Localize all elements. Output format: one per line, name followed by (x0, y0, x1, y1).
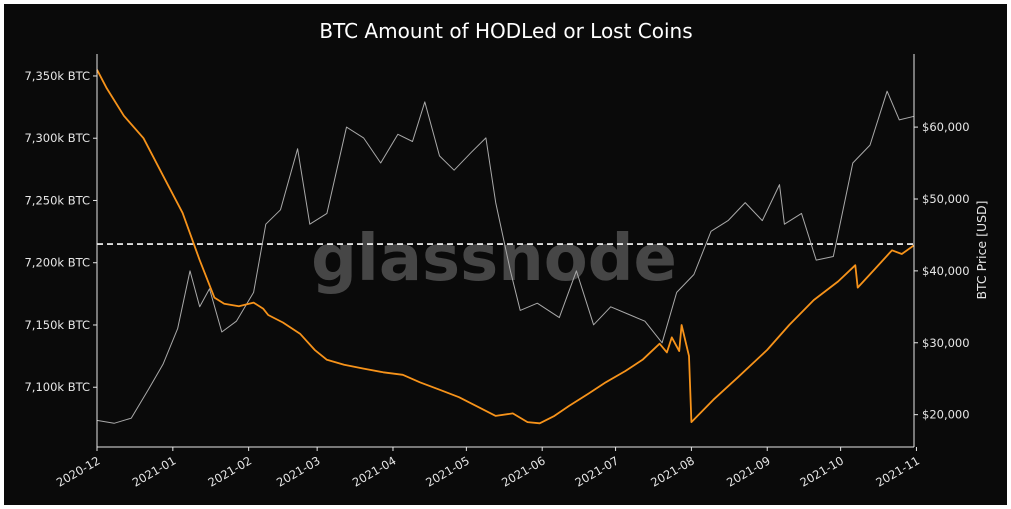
x-tick-label: 2021-01 (130, 453, 179, 489)
right-y-tick-label: $60,000 (922, 120, 970, 134)
right-axis-label: BTC Price [USD] (974, 200, 989, 299)
x-tick-label: 2021-06 (499, 453, 548, 489)
x-tick-label: 2020-12 (54, 453, 103, 489)
price-series-layer (96, 90, 915, 424)
x-tick-label: 2021-09 (724, 453, 773, 489)
x-tick-label: 2021-02 (206, 453, 255, 489)
left-y-tick-label: 7,100k BTC (24, 380, 90, 394)
left-y-tick-label: 7,150k BTC (24, 318, 90, 332)
left-y-tick-label: 7,300k BTC (24, 131, 90, 145)
hodled-lost-coins-line (96, 69, 915, 425)
chart-panel: BTC Amount of HODLed or Lost Coins glass… (4, 4, 1007, 505)
x-tick-label: 2021-03 (274, 453, 323, 489)
x-tick-label: 2021-04 (350, 453, 399, 489)
right-y-tick-label: $30,000 (922, 336, 970, 350)
x-tick-label: 2021-10 (797, 453, 846, 489)
right-y-tick-label: $50,000 (922, 192, 970, 206)
watermark: glassnode (311, 222, 677, 296)
chart: BTC Amount of HODLed or Lost Coins glass… (24, 19, 989, 490)
left-y-tick-label: 7,250k BTC (24, 193, 90, 207)
left-y-tick-label: 7,350k BTC (24, 69, 90, 83)
x-tick-label: 2021-08 (648, 453, 697, 489)
chart-title: BTC Amount of HODLed or Lost Coins (319, 19, 692, 43)
hodl-series-layer (96, 69, 915, 425)
right-y-tick-label: $40,000 (922, 264, 970, 278)
left-y-tick-label: 7,200k BTC (24, 256, 90, 270)
x-tick-label: 2021-07 (572, 453, 621, 489)
right-y-tick-label: $20,000 (922, 408, 970, 422)
x-tick-label: 2021-11 (873, 453, 922, 489)
btc-price-line (96, 90, 915, 424)
x-tick-label: 2021-05 (423, 453, 472, 489)
